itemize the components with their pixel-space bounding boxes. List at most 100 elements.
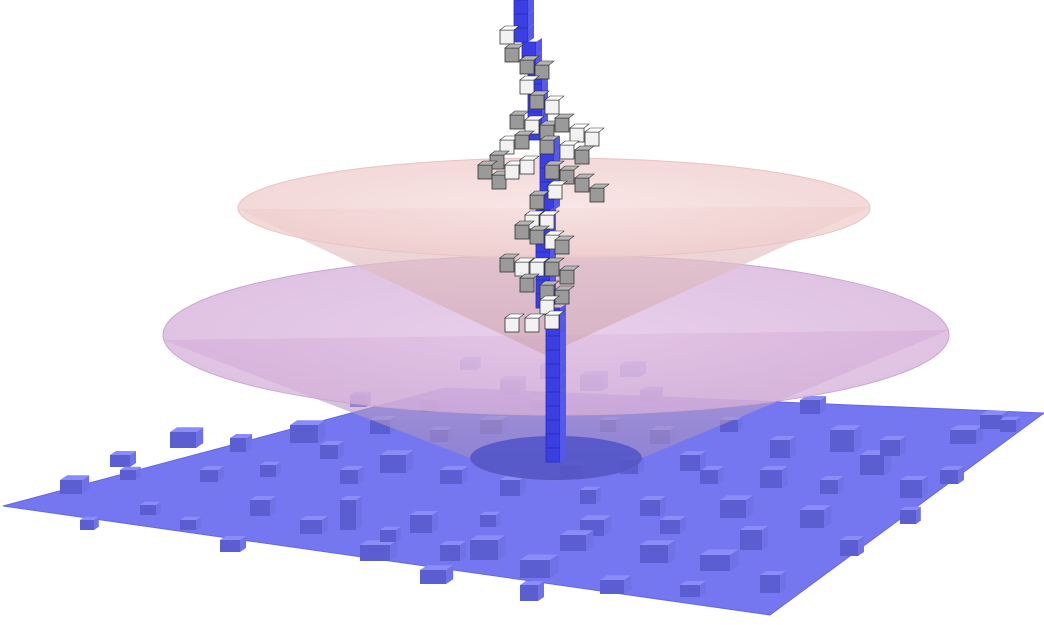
cluster-tile — [544, 160, 565, 180]
cluster-tile — [559, 265, 580, 285]
cluster-tile — [584, 127, 605, 147]
cluster-tile — [574, 173, 595, 193]
surface-block — [380, 526, 401, 542]
surface-block — [760, 571, 786, 593]
cluster-tile — [519, 155, 540, 175]
surface-block — [340, 466, 364, 484]
surface-block — [770, 436, 796, 458]
cluster-tile — [534, 60, 555, 80]
cluster-tile — [519, 273, 540, 293]
cluster-tile — [554, 235, 575, 255]
surface-block — [880, 436, 906, 456]
surface-block — [1000, 416, 1021, 432]
cluster-tile — [574, 145, 595, 165]
surface-block — [250, 496, 276, 516]
surface-block — [360, 540, 398, 561]
column-cube — [545, 388, 566, 407]
cluster-tile — [529, 225, 550, 245]
surface-block — [500, 476, 526, 496]
column-cube — [513, 0, 534, 15]
surface-block — [660, 516, 686, 534]
cluster-tile — [499, 25, 520, 45]
cluster-tile — [477, 160, 498, 180]
cluster-tile — [539, 120, 560, 140]
surface-block — [200, 466, 224, 482]
cluster-tile — [539, 295, 560, 315]
surface-block — [340, 496, 362, 530]
cluster-tile — [529, 257, 550, 277]
cluster-tile — [544, 95, 565, 115]
cluster-tile — [529, 90, 550, 110]
cluster-tile — [539, 135, 560, 155]
column-cube — [545, 332, 566, 351]
surface-block — [580, 486, 601, 504]
surface-block — [600, 575, 632, 594]
cluster-tile — [559, 140, 580, 160]
surface-block — [180, 516, 201, 530]
cluster-tile — [554, 113, 575, 133]
cluster-tile — [539, 210, 560, 230]
cluster-tile — [499, 253, 520, 273]
surface-block — [740, 526, 768, 550]
surface-block — [580, 515, 612, 536]
surface-block — [260, 461, 281, 477]
surface-block — [940, 466, 964, 484]
cluster-tile — [547, 180, 568, 200]
surface-block — [440, 466, 468, 484]
cluster-tile — [509, 110, 530, 130]
cluster-tile — [539, 280, 560, 300]
surface-blocks — [60, 356, 1021, 601]
cluster-tile — [504, 43, 525, 63]
surface-block — [380, 450, 414, 473]
surface-block — [950, 425, 984, 444]
surface-block — [520, 554, 559, 578]
cluster-tile — [544, 257, 565, 277]
surface-block — [440, 541, 466, 561]
column-cube — [513, 24, 534, 43]
surface-block — [700, 549, 739, 571]
cluster-tile — [499, 135, 520, 155]
surface-block — [230, 434, 252, 452]
surface-block — [900, 506, 921, 524]
cluster-tile — [569, 123, 590, 143]
column-cube — [545, 444, 566, 463]
surface-block — [640, 496, 666, 516]
surface-block — [900, 476, 928, 498]
column-cube — [545, 402, 566, 421]
cluster-tile — [524, 115, 545, 135]
surface-block — [140, 501, 161, 515]
surface-block — [410, 511, 438, 533]
surface-block — [680, 581, 706, 597]
surface-block — [560, 530, 594, 551]
cluster-tile — [524, 313, 545, 333]
cluster-tile — [589, 183, 610, 203]
surface-block — [520, 581, 544, 601]
surface-block — [820, 476, 844, 494]
column-cube — [521, 38, 542, 57]
column-cube — [545, 360, 566, 379]
surface-block — [320, 441, 344, 459]
cluster-tile — [514, 130, 535, 150]
cluster-tile — [504, 313, 525, 333]
cluster-tile — [504, 160, 525, 180]
surface-block — [290, 420, 326, 443]
surface-block — [420, 565, 454, 584]
surface-block — [680, 451, 706, 471]
surface-block — [800, 396, 826, 414]
cluster-tile — [529, 190, 550, 210]
cluster-tile — [514, 220, 535, 240]
surface-block — [220, 536, 246, 552]
cluster-tile — [514, 257, 535, 277]
surface-block — [830, 425, 862, 452]
surface-block — [700, 466, 724, 484]
surface-block — [640, 540, 676, 563]
surface-block — [170, 427, 204, 448]
cluster-tile — [554, 285, 575, 305]
tile-cluster — [477, 25, 610, 333]
surface-block — [720, 495, 754, 518]
cluster-tile — [559, 165, 580, 185]
surface-block — [760, 466, 788, 488]
surface-block — [300, 516, 328, 534]
